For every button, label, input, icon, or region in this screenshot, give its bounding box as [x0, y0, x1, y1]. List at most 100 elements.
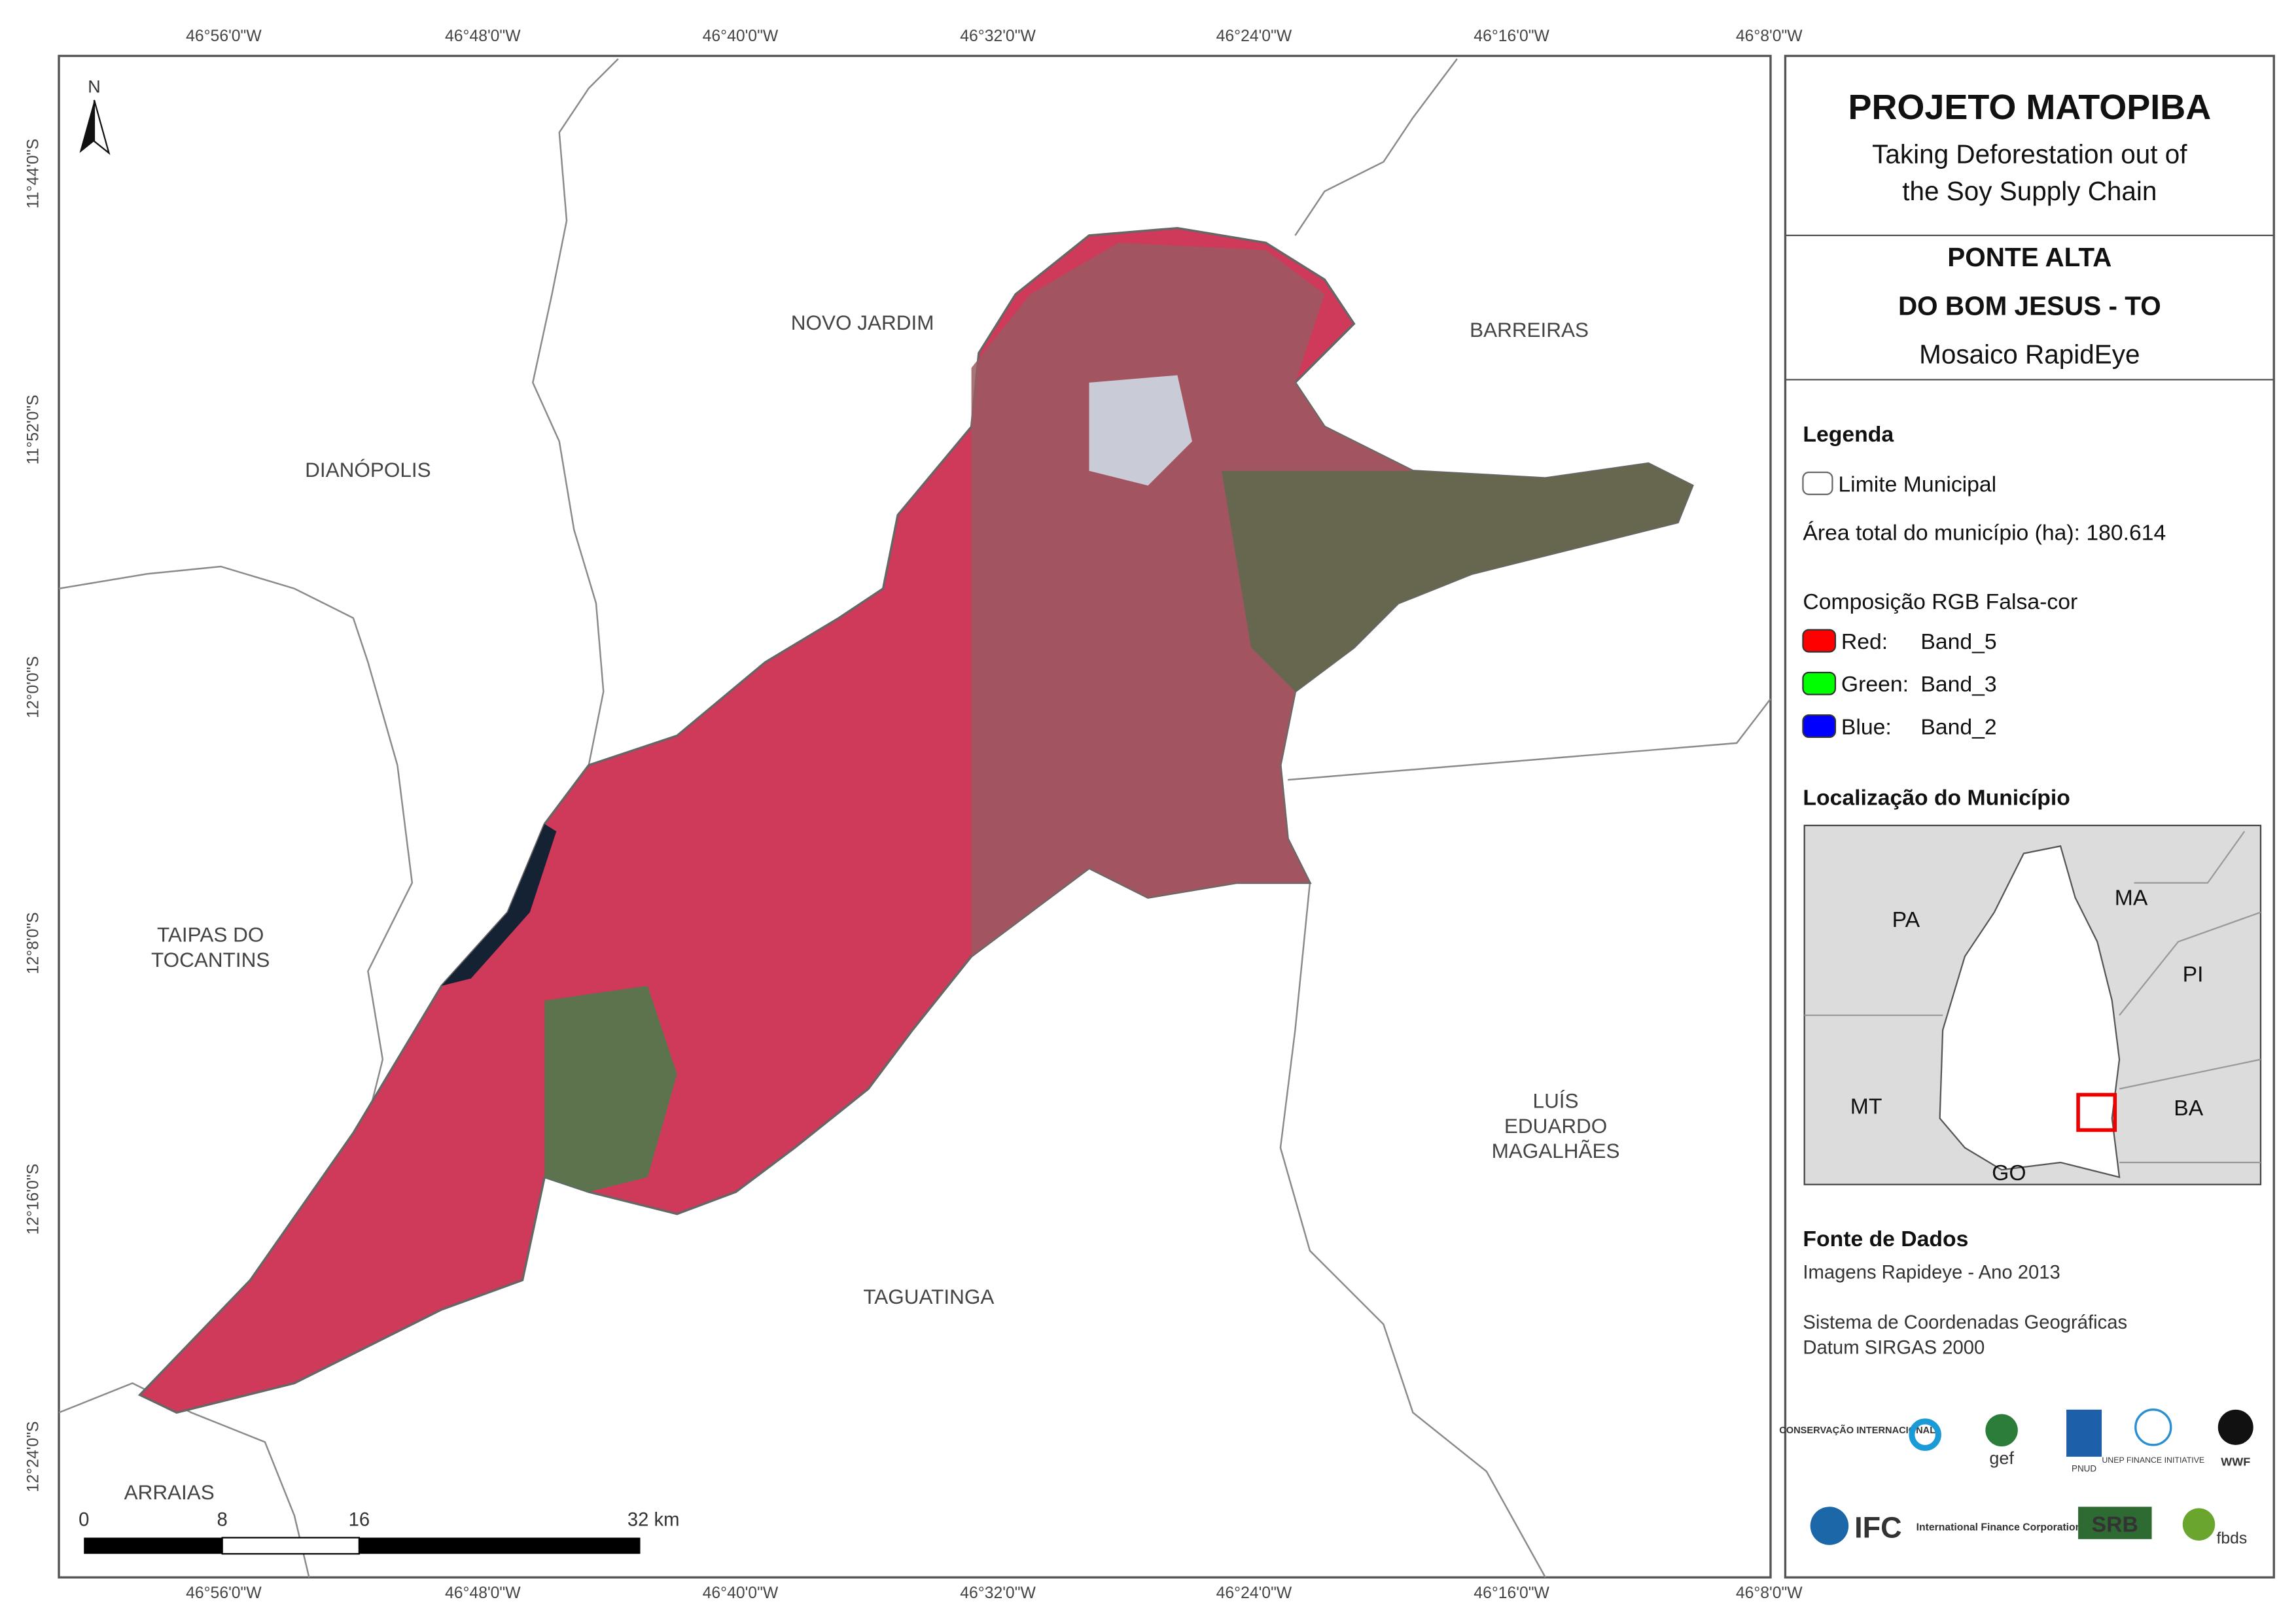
- band-color: Green:: [1841, 672, 1909, 697]
- longitude-label: 46°48'0"W: [445, 1584, 521, 1602]
- municipality-name: DO BOM JESUS - TO: [1898, 290, 2161, 321]
- longitude-label: 46°48'0"W: [445, 27, 521, 45]
- logo-text: SRB: [2092, 1512, 2138, 1537]
- band-name: Band_3: [1920, 672, 1996, 697]
- logo-mark: [2078, 1507, 2152, 1539]
- logo-mark: [2134, 1408, 2172, 1446]
- latitude-label: 11°44'0"S: [25, 139, 43, 209]
- place-label: LUÍS: [1533, 1089, 1579, 1113]
- place-label: TAGUATINGA: [863, 1285, 994, 1308]
- latitude-label: 12°8'0"S: [25, 912, 43, 974]
- sources-title: Fonte de Dados: [1803, 1227, 1968, 1251]
- source-line: Imagens Rapideye - Ano 2013: [1803, 1263, 2060, 1283]
- longitude-label: 46°32'0"W: [960, 27, 1036, 45]
- logo-text: fbds: [2217, 1530, 2248, 1548]
- longitude-label: 46°8'0"W: [1736, 1584, 1803, 1602]
- scale-label: 32 km: [627, 1510, 680, 1531]
- municipality-name: PONTE ALTA: [1947, 242, 2111, 272]
- logo-mark: [2066, 1409, 2102, 1457]
- legend-label: Limite Municipal: [1838, 472, 1996, 497]
- longitude-label: 46°40'0"W: [703, 27, 779, 45]
- scale-segment: [84, 1537, 222, 1554]
- state-label: MA: [2115, 885, 2148, 910]
- state-label: GO: [1992, 1161, 2026, 1185]
- longitude-label: 46°8'0"W: [1736, 27, 1803, 45]
- longitude-label: 46°24'0"W: [1216, 1584, 1292, 1602]
- legend-swatch: [1802, 671, 1837, 695]
- place-label: BARREIRAS: [1470, 318, 1589, 341]
- place-label: MAGALHÃES: [1492, 1139, 1620, 1162]
- band-name: Band_2: [1920, 714, 1996, 739]
- coordinates: 46°56'0"W 46°48'0"W 46°40'0"W 46°32'0"W …: [25, 27, 1803, 1602]
- arrow-half: [93, 99, 111, 155]
- state-border: [1804, 831, 2261, 1164]
- location-inset: PA MA PI MT BA GO: [1803, 824, 2262, 1185]
- latitude-label: 12°0'0"S: [25, 656, 43, 718]
- tocantins-state: [1939, 845, 2121, 1178]
- area-label: Área total do município (ha): 180.614: [1803, 521, 2166, 546]
- boundary-line: [1294, 58, 1458, 236]
- place-label: TAIPAS DO: [157, 923, 264, 947]
- mosaic-label: Mosaico RapidEye: [1919, 340, 2140, 370]
- longitude-label: 46°56'0"W: [186, 27, 262, 45]
- latitude-label: 12°24'0"S: [25, 1421, 43, 1492]
- subtitle: Taking Deforestation out of: [1872, 139, 2187, 169]
- logo-mark: [2217, 1409, 2253, 1445]
- north-label: N: [88, 77, 101, 97]
- location-marker: [2076, 1092, 2117, 1132]
- state-label: PI: [2183, 962, 2204, 986]
- boundary-line: [531, 58, 619, 765]
- logo-text: PNUD: [2072, 1463, 2096, 1473]
- logo-mark: [1810, 1507, 1849, 1545]
- logo-mark: [1985, 1414, 2018, 1447]
- longitude-label: 46°32'0"W: [960, 1584, 1036, 1602]
- longitude-label: 46°16'0"W: [1474, 1584, 1549, 1602]
- place-label: NOVO JARDIM: [791, 311, 934, 334]
- state-label: BA: [2174, 1096, 2203, 1121]
- boundaries: [58, 58, 1771, 1578]
- scale-segment: [359, 1537, 641, 1554]
- water-edge: [441, 824, 557, 986]
- source-line: Datum SIRGAS 2000: [1803, 1337, 1985, 1358]
- scale-label: 8: [217, 1510, 228, 1531]
- composition-label: Composição RGB Falsa-cor: [1803, 589, 2077, 614]
- logo-text: gef: [1989, 1448, 2014, 1468]
- place-label: TOCANTINS: [151, 948, 270, 971]
- vegetation-patch: [544, 986, 677, 1192]
- state-label: PA: [1892, 907, 1920, 932]
- longitude-label: 46°56'0"W: [186, 1584, 262, 1602]
- logo-text: UNEP FINANCE INITIATIVE: [2102, 1456, 2204, 1465]
- title: PROJETO MATOPIBA: [1848, 88, 2211, 127]
- legend-title: Legenda: [1803, 422, 1894, 447]
- band-color: Blue:: [1841, 714, 1892, 739]
- logo-mark: [2182, 1508, 2216, 1541]
- place-labels: NOVO JARDIM BARREIRAS DIANÓPOLIS TAIPAS …: [124, 311, 1620, 1504]
- scale-label: 0: [79, 1510, 89, 1531]
- place-label: DIANÓPOLIS: [305, 458, 431, 481]
- scale-label: 16: [349, 1510, 370, 1531]
- scale-segment: [221, 1537, 360, 1555]
- legend-swatch: [1802, 714, 1837, 739]
- boundary-line: [58, 1382, 310, 1578]
- side-panel: [1784, 54, 2275, 1579]
- boundary-line: [1279, 882, 1546, 1578]
- longitude-label: 46°16'0"W: [1474, 27, 1549, 45]
- municipality-image: [137, 226, 1694, 1414]
- legend-swatch: [1802, 471, 1833, 495]
- logos: CONSERVAÇÃO INTERNACIONAL gef PNUD UNEP …: [1779, 1408, 2253, 1548]
- place-label: ARRAIAS: [124, 1480, 215, 1504]
- latitude-label: 11°52'0"S: [25, 394, 43, 464]
- logo-text: CONSERVAÇÃO INTERNACIONAL: [1779, 1424, 1935, 1436]
- vegetation-patch: [1221, 463, 1693, 692]
- band-color: Red:: [1841, 629, 1888, 654]
- longitude-label: 46°24'0"W: [1216, 27, 1292, 45]
- scale-bar: 0 8 16 32 km: [79, 1510, 680, 1555]
- place-label: EDUARDO: [1504, 1114, 1607, 1138]
- location-title: Localização do Município: [1803, 785, 2070, 810]
- subtitle: the Soy Supply Chain: [1902, 176, 2157, 206]
- logo-text: International Finance Corporation: [1916, 1522, 2082, 1533]
- bare-soil-patch: [1089, 375, 1192, 486]
- latitude-label: 12°16'0"S: [25, 1164, 43, 1235]
- source-line: Sistema de Coordenadas Geográficas: [1803, 1312, 2127, 1333]
